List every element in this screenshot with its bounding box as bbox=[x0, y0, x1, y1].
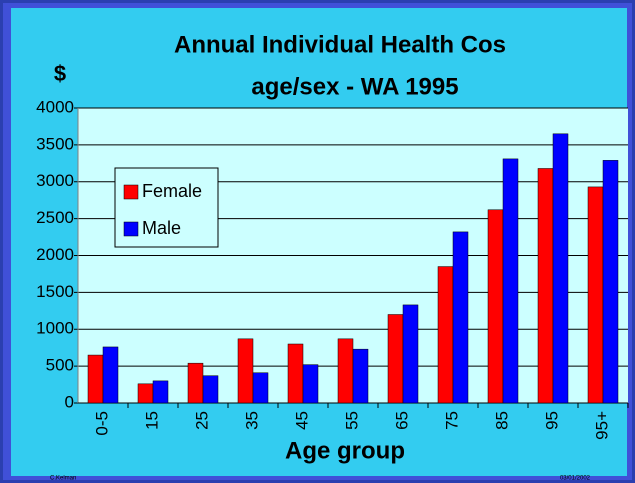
x-tick-label: 75 bbox=[442, 411, 461, 430]
bar bbox=[502, 158, 519, 404]
bar bbox=[337, 338, 354, 404]
bar bbox=[487, 209, 504, 404]
x-tick-label: 0-5 bbox=[92, 411, 111, 436]
bar bbox=[552, 133, 569, 404]
y-tick-label: 1000 bbox=[36, 319, 74, 338]
bar bbox=[537, 168, 554, 404]
bar bbox=[102, 346, 119, 404]
y-tick-label: 2500 bbox=[36, 208, 74, 227]
bar bbox=[137, 383, 154, 404]
footer-date: 03/01/2002 bbox=[560, 476, 591, 482]
bar bbox=[237, 338, 254, 404]
chart-title: age/sex - WA 1995 bbox=[251, 73, 458, 100]
bar bbox=[452, 231, 469, 404]
y-tick-label: 0 bbox=[65, 392, 74, 411]
bar bbox=[152, 380, 169, 404]
footer-author: C.Kelman bbox=[50, 476, 76, 482]
legend-swatch bbox=[123, 221, 139, 237]
y-axis-label: $ bbox=[54, 61, 66, 86]
y-tick-label: 500 bbox=[46, 356, 74, 375]
bar bbox=[402, 304, 419, 404]
x-tick-label: 85 bbox=[492, 411, 511, 430]
y-tick-label: 4000 bbox=[36, 97, 74, 116]
x-tick-label: 15 bbox=[142, 411, 161, 430]
bar bbox=[187, 362, 204, 404]
bar bbox=[302, 364, 319, 404]
x-tick-label: 35 bbox=[242, 411, 261, 430]
y-tick-label: 2000 bbox=[36, 245, 74, 264]
x-tick-label: 45 bbox=[292, 411, 311, 430]
bar bbox=[352, 348, 369, 404]
bar bbox=[252, 372, 269, 404]
x-tick-label: 95+ bbox=[592, 411, 611, 440]
y-tick-label: 1500 bbox=[36, 282, 74, 301]
bar bbox=[287, 343, 304, 404]
bar bbox=[87, 354, 104, 404]
x-tick-label: 65 bbox=[392, 411, 411, 430]
bar bbox=[202, 375, 219, 404]
x-tick-label: 95 bbox=[542, 411, 561, 430]
x-tick-label: 25 bbox=[192, 411, 211, 430]
x-tick-label: 55 bbox=[342, 411, 361, 430]
bar bbox=[602, 160, 619, 404]
chart-title: Annual Individual Health Cos bbox=[174, 31, 506, 58]
y-tick-label: 3500 bbox=[36, 134, 74, 153]
legend-label: Female bbox=[142, 181, 202, 201]
bar bbox=[387, 314, 404, 404]
x-axis-label: Age group bbox=[285, 437, 405, 464]
legend-label: Male bbox=[142, 218, 181, 238]
legend-swatch bbox=[123, 184, 139, 200]
bar bbox=[437, 266, 454, 404]
bar bbox=[587, 186, 604, 404]
y-tick-label: 3000 bbox=[36, 171, 74, 190]
